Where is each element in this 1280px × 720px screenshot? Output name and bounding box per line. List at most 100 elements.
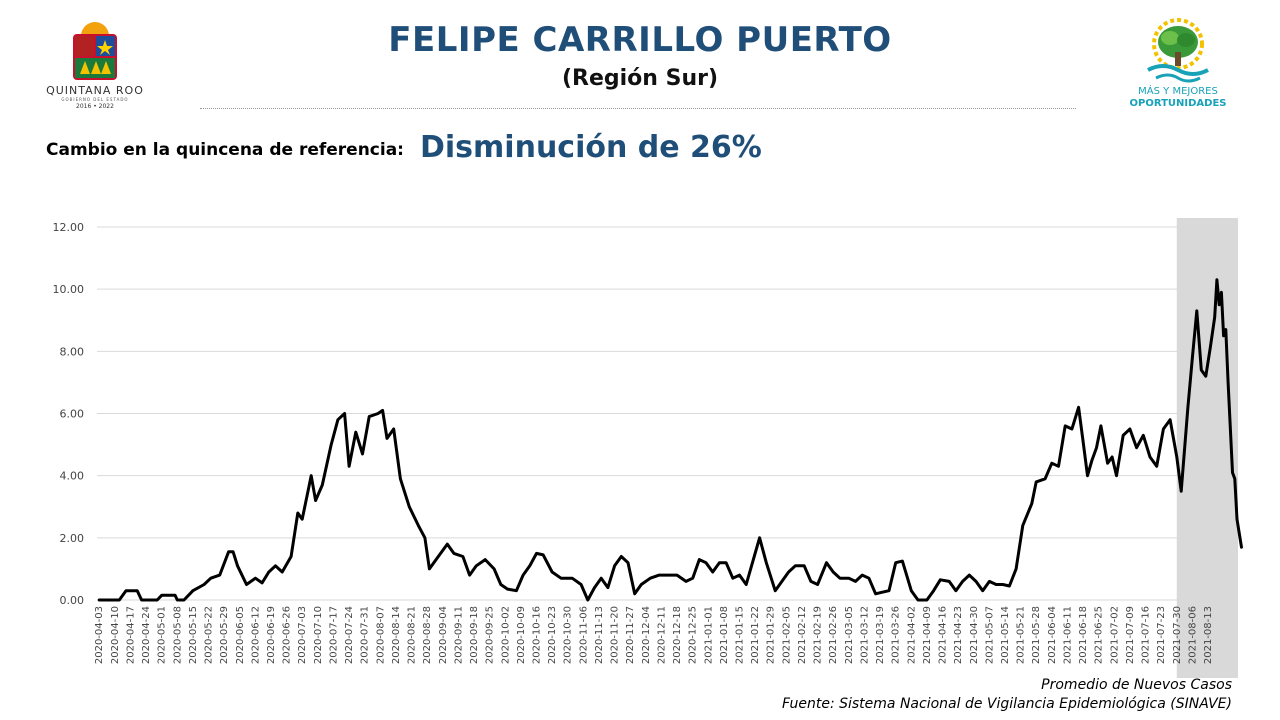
x-tick-label: 2020-06-19 bbox=[266, 606, 277, 664]
x-tick-label: 2021-03-05 bbox=[844, 606, 855, 664]
x-tick-label: 2021-08-06 bbox=[1187, 606, 1198, 664]
y-tick-label: 10.00 bbox=[53, 283, 85, 296]
x-tick-label: 2020-07-24 bbox=[344, 606, 355, 664]
x-tick-label: 2021-03-12 bbox=[859, 606, 870, 664]
logo-right-line1: MÁS Y MEJORES bbox=[1138, 86, 1218, 97]
x-tick-label: 2021-08-13 bbox=[1203, 606, 1214, 664]
x-tick-label: 2020-07-17 bbox=[328, 606, 339, 664]
x-tick-label: 2020-06-26 bbox=[282, 606, 293, 664]
page-title: FELIPE CARRILLO PUERTO bbox=[388, 20, 892, 60]
x-tick-label: 2021-05-14 bbox=[1000, 606, 1011, 664]
y-tick-label: 12.00 bbox=[53, 221, 85, 234]
x-tick-label: 2020-10-02 bbox=[500, 606, 511, 664]
x-tick-label: 2020-05-22 bbox=[204, 606, 215, 664]
series-line bbox=[97, 278, 1243, 602]
shaded-period-layer bbox=[1176, 218, 1238, 678]
x-tick-label: 2021-02-26 bbox=[828, 606, 839, 664]
x-tick-label: 2020-09-18 bbox=[469, 606, 480, 664]
x-tick-label: 2020-06-12 bbox=[250, 606, 261, 664]
x-tick-label: 2020-12-11 bbox=[656, 606, 667, 664]
x-tick-label: 2020-07-03 bbox=[297, 606, 308, 664]
change-value: Disminución de 26% bbox=[420, 130, 762, 165]
y-tick-label: 2.00 bbox=[60, 532, 85, 545]
x-tick-label: 2020-07-31 bbox=[360, 606, 371, 664]
change-label: Cambio en la quincena de referencia: bbox=[46, 140, 404, 160]
x-tick-label: 2021-01-22 bbox=[750, 606, 761, 664]
x-tick-label: 2021-06-11 bbox=[1062, 606, 1073, 664]
x-tick-label: 2021-07-09 bbox=[1125, 606, 1136, 664]
x-tick-label: 2020-05-01 bbox=[157, 606, 168, 664]
x-tick-label: 2021-02-19 bbox=[813, 606, 824, 664]
x-tick-label: 2021-01-15 bbox=[735, 606, 746, 664]
x-tick-label: 2020-10-23 bbox=[547, 606, 558, 664]
shaded-reference-period bbox=[1176, 218, 1238, 678]
x-tick-label: 2020-08-07 bbox=[375, 606, 386, 664]
x-tick-label: 2021-04-09 bbox=[922, 606, 933, 664]
y-tick-label: 4.00 bbox=[60, 470, 85, 483]
coat-of-arms-icon bbox=[73, 22, 117, 80]
x-tick-label: 2020-10-16 bbox=[531, 606, 542, 664]
x-tick-label: 2021-07-30 bbox=[1172, 606, 1183, 664]
x-tick-label: 2020-10-09 bbox=[516, 606, 527, 664]
x-tick-label: 2021-06-04 bbox=[1047, 606, 1058, 664]
x-tick-label: 2021-07-16 bbox=[1141, 606, 1152, 664]
x-tick-label: 2021-07-02 bbox=[1109, 606, 1120, 664]
x-tick-label: 2021-06-25 bbox=[1094, 606, 1105, 664]
x-tick-label: 2020-04-24 bbox=[141, 606, 152, 664]
x-tick-label: 2021-04-02 bbox=[906, 606, 917, 664]
gridlines bbox=[97, 226, 1237, 601]
logo-left-line1: QUINTANA ROO bbox=[46, 84, 144, 97]
footer-series-label: Promedio de Nuevos Casos bbox=[1041, 677, 1232, 693]
y-tick-label: 0.00 bbox=[60, 594, 85, 607]
x-tick-label: 2020-04-17 bbox=[125, 606, 136, 664]
quintana-roo-logo: QUINTANA ROO GOBIERNO DEL ESTADO 2016 • … bbox=[40, 18, 150, 114]
x-tick-label: 2020-11-27 bbox=[625, 606, 636, 664]
logo-left-line2: GOBIERNO DEL ESTADO bbox=[61, 97, 129, 102]
x-tick-label: 2021-01-08 bbox=[719, 606, 730, 664]
logo-left-line3: 2016 • 2022 bbox=[76, 103, 114, 110]
x-tick-label: 2021-04-23 bbox=[953, 606, 964, 664]
x-tick-label: 2020-09-11 bbox=[453, 606, 464, 664]
oportunidades-logo: MÁS Y MEJORES OPORTUNIDADES bbox=[1118, 18, 1238, 114]
x-tick-label: 2021-05-07 bbox=[984, 606, 995, 664]
x-tick-label: 2021-06-18 bbox=[1078, 606, 1089, 664]
x-tick-label: 2021-01-29 bbox=[766, 606, 777, 664]
x-tick-label: 2020-06-05 bbox=[235, 606, 246, 664]
x-tick-label: 2020-04-10 bbox=[110, 606, 121, 664]
x-tick-label: 2020-12-04 bbox=[641, 606, 652, 664]
x-tick-label: 2020-09-25 bbox=[485, 606, 496, 664]
x-tick-label: 2020-08-21 bbox=[407, 606, 418, 664]
y-axis-ticks: 0.00 2.00 4.00 6.00 8.00 10.00 12.00 bbox=[53, 221, 85, 607]
header-divider bbox=[200, 108, 1076, 109]
x-tick-label: 2020-05-08 bbox=[172, 606, 183, 664]
x-tick-label: 2021-03-26 bbox=[891, 606, 902, 664]
x-tick-label: 2021-01-01 bbox=[703, 606, 714, 664]
x-tick-label: 2021-03-19 bbox=[875, 606, 886, 664]
x-tick-label: 2020-12-18 bbox=[672, 606, 683, 664]
x-tick-label: 2020-08-28 bbox=[422, 606, 433, 664]
x-tick-label: 2020-12-25 bbox=[688, 606, 699, 664]
x-tick-label: 2021-04-30 bbox=[969, 606, 980, 664]
logo-right-line2: OPORTUNIDADES bbox=[1129, 98, 1227, 109]
x-tick-label: 2021-07-23 bbox=[1156, 606, 1167, 664]
x-tick-label: 2020-10-30 bbox=[563, 606, 574, 664]
x-tick-label: 2020-11-06 bbox=[578, 606, 589, 664]
x-tick-label: 2021-05-21 bbox=[1016, 606, 1027, 664]
y-tick-label: 8.00 bbox=[60, 345, 85, 358]
new-cases-line-chart: 0.00 2.00 4.00 6.00 8.00 10.00 12.00 2020-04-0… bbox=[53, 218, 1243, 678]
x-tick-label: 2020-11-20 bbox=[610, 606, 621, 664]
page-subtitle: (Región Sur) bbox=[561, 66, 719, 91]
x-tick-label: 2021-02-12 bbox=[797, 606, 808, 664]
x-tick-label: 2020-05-29 bbox=[219, 606, 230, 664]
x-tick-label: 2020-04-03 bbox=[94, 606, 105, 664]
x-axis-ticks: 2020-04-03 2020-04-10 2020-04-17 2020-04-24… bbox=[94, 606, 1214, 664]
x-tick-label: 2020-05-15 bbox=[188, 606, 199, 664]
x-tick-label: 2020-07-10 bbox=[313, 606, 324, 664]
footer-source: Fuente: Sistema Nacional de Vigilancia E… bbox=[782, 696, 1232, 712]
x-tick-label: 2020-11-13 bbox=[594, 606, 605, 664]
x-tick-label: 2021-05-28 bbox=[1031, 606, 1042, 664]
series-layer bbox=[97, 278, 1243, 602]
x-tick-label: 2021-04-16 bbox=[938, 606, 949, 664]
y-tick-label: 6.00 bbox=[60, 408, 85, 421]
tree-logo-icon bbox=[1147, 18, 1209, 83]
